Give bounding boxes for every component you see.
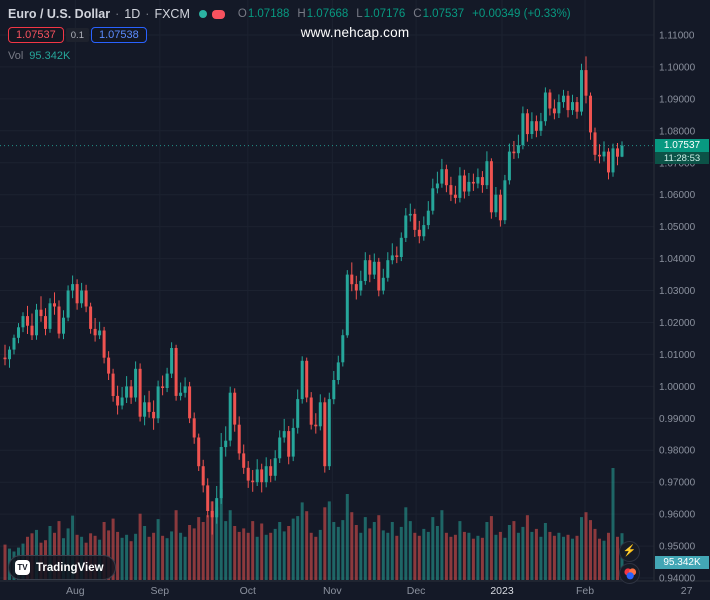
separator-dot: · [145,7,150,21]
sell-button[interactable]: 1.07537 [8,27,64,43]
svg-text:1.04000: 1.04000 [659,254,696,265]
svg-text:Oct: Oct [240,585,256,597]
svg-text:1.06000: 1.06000 [659,190,696,201]
tradingview-icon: TV [15,560,30,575]
separator-dot: · [115,7,120,21]
ohlc-values: O1.07188 H1.07668 L1.07176 C1.07537 +0.0… [238,8,571,20]
open-label: O [237,8,247,20]
svg-text:1.11000: 1.11000 [659,31,695,42]
svg-text:0.96000: 0.96000 [659,510,696,521]
buy-button[interactable]: 1.07538 [90,27,147,43]
collapsed-toolbar-icon[interactable] [211,9,225,19]
low-label: L [356,8,363,20]
svg-text:1.00000: 1.00000 [659,382,696,393]
volume-axis-badge: 95.342K [655,556,709,569]
svg-text:Feb: Feb [576,585,594,597]
change-value: +0.00349 (+0.33%) [472,8,571,20]
svg-text:1.03000: 1.03000 [659,286,696,297]
svg-text:1.05000: 1.05000 [659,222,696,233]
svg-text:1.08000: 1.08000 [659,126,696,137]
svg-text:0.99000: 0.99000 [659,414,696,425]
svg-text:0.98000: 0.98000 [659,446,696,457]
svg-text:Dec: Dec [407,585,426,597]
svg-text:27: 27 [681,585,693,597]
broker-panel-button[interactable] [619,563,640,584]
buy-sell-widget: 1.07537 0.1 1.07538 [8,27,147,43]
svg-text:1.10000: 1.10000 [659,62,696,73]
open-value: 1.07188 [247,8,290,20]
close-label: C [413,8,422,20]
svg-text:0.94000: 0.94000 [659,574,696,585]
last-price-badge: 1.07537 [655,139,709,152]
svg-text:1.09000: 1.09000 [659,94,696,105]
symbol-header: Euro / U.S. Dollar · 1D · FXCM O1.07188 … [8,7,571,21]
coins-icon [623,567,636,579]
lightning-icon: ⚡ [622,545,637,557]
svg-text:1.01000: 1.01000 [659,350,696,361]
close-value: 1.07537 [422,8,465,20]
tradingview-logo[interactable]: TV TradingView [8,555,116,580]
svg-text:Sep: Sep [150,585,169,597]
volume-value: 95.342K [29,50,71,62]
exchange-label[interactable]: FXCM [154,7,190,21]
bar-countdown-badge: 11:28:53 [655,152,709,164]
watermark-text: www.nehcap.com [300,25,410,40]
low-value: 1.07176 [363,8,406,20]
svg-text:2023: 2023 [490,585,514,597]
high-value: 1.07668 [306,8,349,20]
volume-label: Vol [8,50,24,62]
high-label: H [297,8,306,20]
svg-text:1.02000: 1.02000 [659,318,696,329]
svg-text:Aug: Aug [66,585,85,597]
instant-order-button[interactable]: ⚡ [619,541,640,562]
symbol-title[interactable]: Euro / U.S. Dollar [8,7,111,21]
interval-label[interactable]: 1D [124,7,141,21]
spread-label: 0.1 [65,28,89,42]
svg-text:Nov: Nov [323,585,342,597]
svg-text:0.97000: 0.97000 [659,478,696,489]
svg-text:0.95000: 0.95000 [659,542,696,553]
tradingview-logo-text: TradingView [36,561,104,574]
visibility-dot-icon[interactable] [198,10,207,18]
volume-indicator-row: Vol 95.342K [8,50,70,62]
